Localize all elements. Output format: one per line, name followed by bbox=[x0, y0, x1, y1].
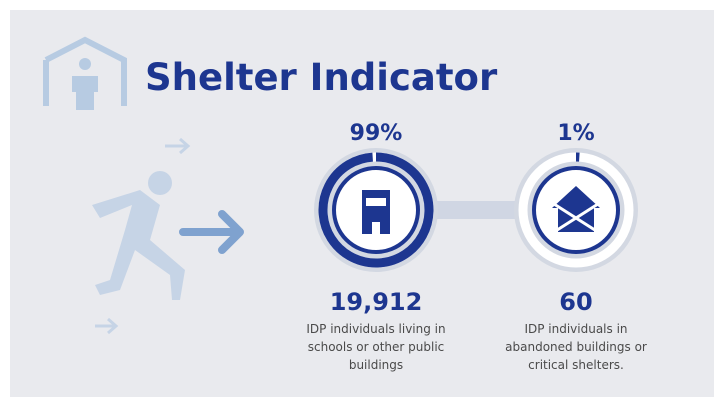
description: IDP individuals living in schools or oth… bbox=[301, 320, 451, 374]
count-label: 19,912 bbox=[330, 288, 423, 316]
count-label: 60 bbox=[559, 288, 592, 316]
title: Shelter Indicator bbox=[145, 56, 498, 99]
connector bbox=[430, 201, 525, 219]
description: IDP individuals in abandoned buildings o… bbox=[501, 320, 651, 374]
percent-label: 1% bbox=[557, 121, 594, 146]
page: {"title": "Shelter Indicator", "items": … bbox=[0, 0, 724, 407]
shelter-icon bbox=[46, 40, 124, 110]
percent-label: 99% bbox=[350, 121, 403, 146]
movement-icon bbox=[92, 139, 240, 333]
